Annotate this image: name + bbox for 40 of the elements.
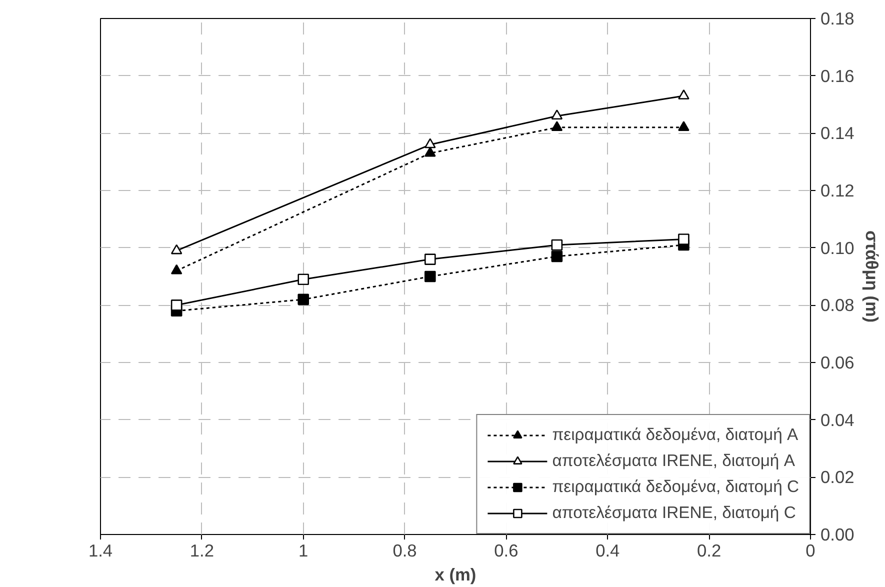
legend-label: αποτελέσματα IRENE, διατομή C <box>552 503 796 523</box>
legend-label: πειραματικά δεδομένα, διατομή C <box>552 477 799 497</box>
y-tick-label: 0.10 <box>820 238 854 258</box>
point <box>678 89 690 100</box>
y-tick-label: 0.00 <box>820 524 854 544</box>
point <box>170 264 182 274</box>
x-tick-label: 1 <box>298 540 308 560</box>
point <box>551 121 563 131</box>
y-tick-label: 0.08 <box>820 295 854 316</box>
y-axis-title: στάθμη (m) <box>862 230 882 323</box>
y-tick-label: 0.16 <box>820 66 854 86</box>
point <box>678 121 690 131</box>
x-tick-label: 0.6 <box>494 540 518 560</box>
point <box>298 294 310 306</box>
y-tick-label: 0.04 <box>820 410 855 430</box>
x-tick-label: 1.4 <box>88 540 113 560</box>
x-tick-label: 0.8 <box>392 540 417 560</box>
point <box>170 244 182 254</box>
point <box>551 250 563 262</box>
point <box>551 110 563 120</box>
y-tick-label: 0.06 <box>820 352 854 372</box>
point <box>678 234 690 245</box>
point <box>551 239 563 251</box>
x-axis-title: x (m) <box>434 564 476 584</box>
point <box>298 274 310 286</box>
y-tick-label: 0.18 <box>820 8 854 28</box>
x-tick-label: 0.2 <box>697 540 722 560</box>
point <box>424 270 436 282</box>
y-tick-label: 0.14 <box>820 123 855 144</box>
x-tick-label: 0.4 <box>596 540 620 560</box>
legend-label: αποτελέσματα IRENE, διατομή A <box>552 451 795 471</box>
point <box>424 146 436 157</box>
x-tick-label: 0 <box>806 540 816 560</box>
legend-label: πειραματικά δεδομένα, διατομή A <box>552 425 798 445</box>
point <box>424 138 436 148</box>
y-tick-label: 0.02 <box>820 467 854 488</box>
point <box>424 254 436 265</box>
x-tick-label: 1.2 <box>190 540 214 560</box>
point <box>170 300 182 311</box>
y-tick-label: 0.12 <box>820 180 854 200</box>
